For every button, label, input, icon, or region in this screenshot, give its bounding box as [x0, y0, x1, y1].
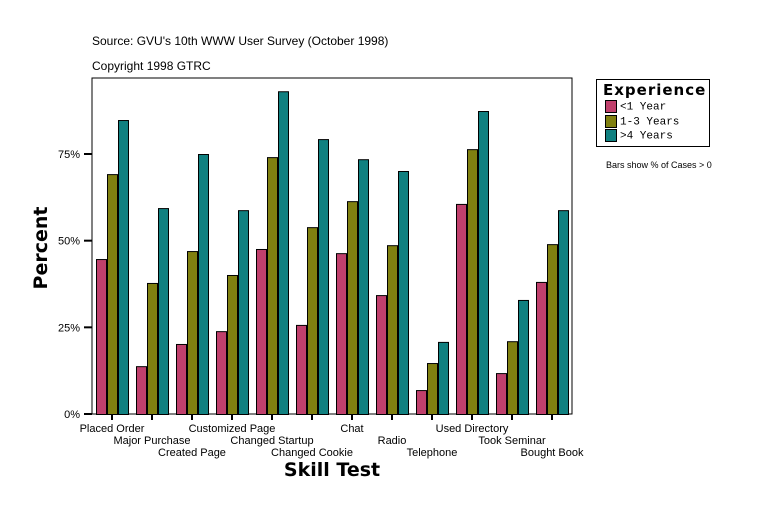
x-tick-label: Used Directory	[436, 423, 509, 435]
x-tick-label: Major Purchase	[113, 435, 190, 447]
x-tick-label: Chat	[340, 423, 363, 435]
bar	[176, 343, 187, 415]
bar	[107, 174, 118, 415]
bar	[158, 208, 169, 415]
x-tick-label: Bought Book	[521, 447, 584, 459]
bar	[456, 203, 467, 415]
plot-frame	[91, 77, 573, 415]
bar	[238, 210, 249, 415]
note-text: Bars show % of Cases > 0	[606, 160, 712, 170]
bar	[478, 111, 489, 415]
bar	[336, 253, 347, 415]
legend-swatch	[605, 129, 617, 142]
x-tick-label: Telephone	[407, 447, 458, 459]
y-axis-label: Percent	[30, 207, 52, 290]
legend-label: 1-3 Years	[620, 116, 680, 129]
legend: Experience <1 Year 1-3 Years >4 Years	[596, 79, 710, 147]
bar	[227, 274, 238, 415]
bar	[136, 366, 147, 416]
x-tick-label: Placed Order	[80, 423, 145, 435]
bar	[547, 244, 558, 415]
bar	[96, 259, 107, 416]
x-tick-label: Customized Page	[189, 423, 276, 435]
bar	[198, 154, 209, 415]
y-tick-label: 0%	[64, 409, 80, 421]
bar	[278, 91, 289, 416]
bar	[416, 390, 427, 415]
bar	[187, 251, 198, 415]
legend-swatch	[605, 115, 617, 128]
bar	[496, 373, 507, 415]
x-tick-label: Radio	[378, 435, 407, 447]
legend-item: 1-3 Years	[605, 115, 679, 128]
bar	[296, 324, 307, 416]
bar	[267, 157, 278, 415]
x-tick-label: Created Page	[158, 447, 226, 459]
legend-item: >4 Years	[605, 129, 673, 142]
x-axis-label: Skill Test	[284, 459, 380, 481]
bar	[118, 120, 129, 415]
source-text: Source: GVU's 10th WWW User Survey (Octo…	[92, 34, 389, 48]
legend-label: <1 Year	[620, 101, 667, 114]
x-tick-label: Changed Cookie	[271, 447, 353, 459]
bar	[256, 248, 267, 415]
x-tick-label: Changed Startup	[230, 435, 313, 447]
bar	[558, 210, 569, 415]
bar	[507, 341, 518, 416]
bar	[147, 282, 158, 415]
legend-item: <1 Year	[605, 100, 666, 113]
bar	[438, 341, 449, 416]
bar	[318, 139, 329, 416]
x-tick-label: Took Seminar	[478, 435, 546, 447]
y-tick-label: 75%	[58, 149, 80, 161]
bar	[358, 159, 369, 415]
legend-title: Experience	[603, 81, 707, 99]
bar	[398, 170, 409, 415]
y-tick-label: 50%	[58, 236, 80, 248]
bar	[376, 295, 387, 415]
bar	[536, 281, 547, 416]
copyright-text: Copyright 1998 GTRC	[92, 59, 211, 73]
y-tick-label: 25%	[58, 322, 80, 334]
bar	[307, 227, 318, 415]
bar	[216, 331, 227, 415]
bar	[347, 201, 358, 415]
legend-swatch	[605, 100, 617, 113]
bar	[387, 245, 398, 415]
bar	[467, 149, 478, 415]
bar	[518, 299, 529, 415]
bar	[427, 363, 438, 416]
legend-label: >4 Years	[620, 130, 673, 143]
